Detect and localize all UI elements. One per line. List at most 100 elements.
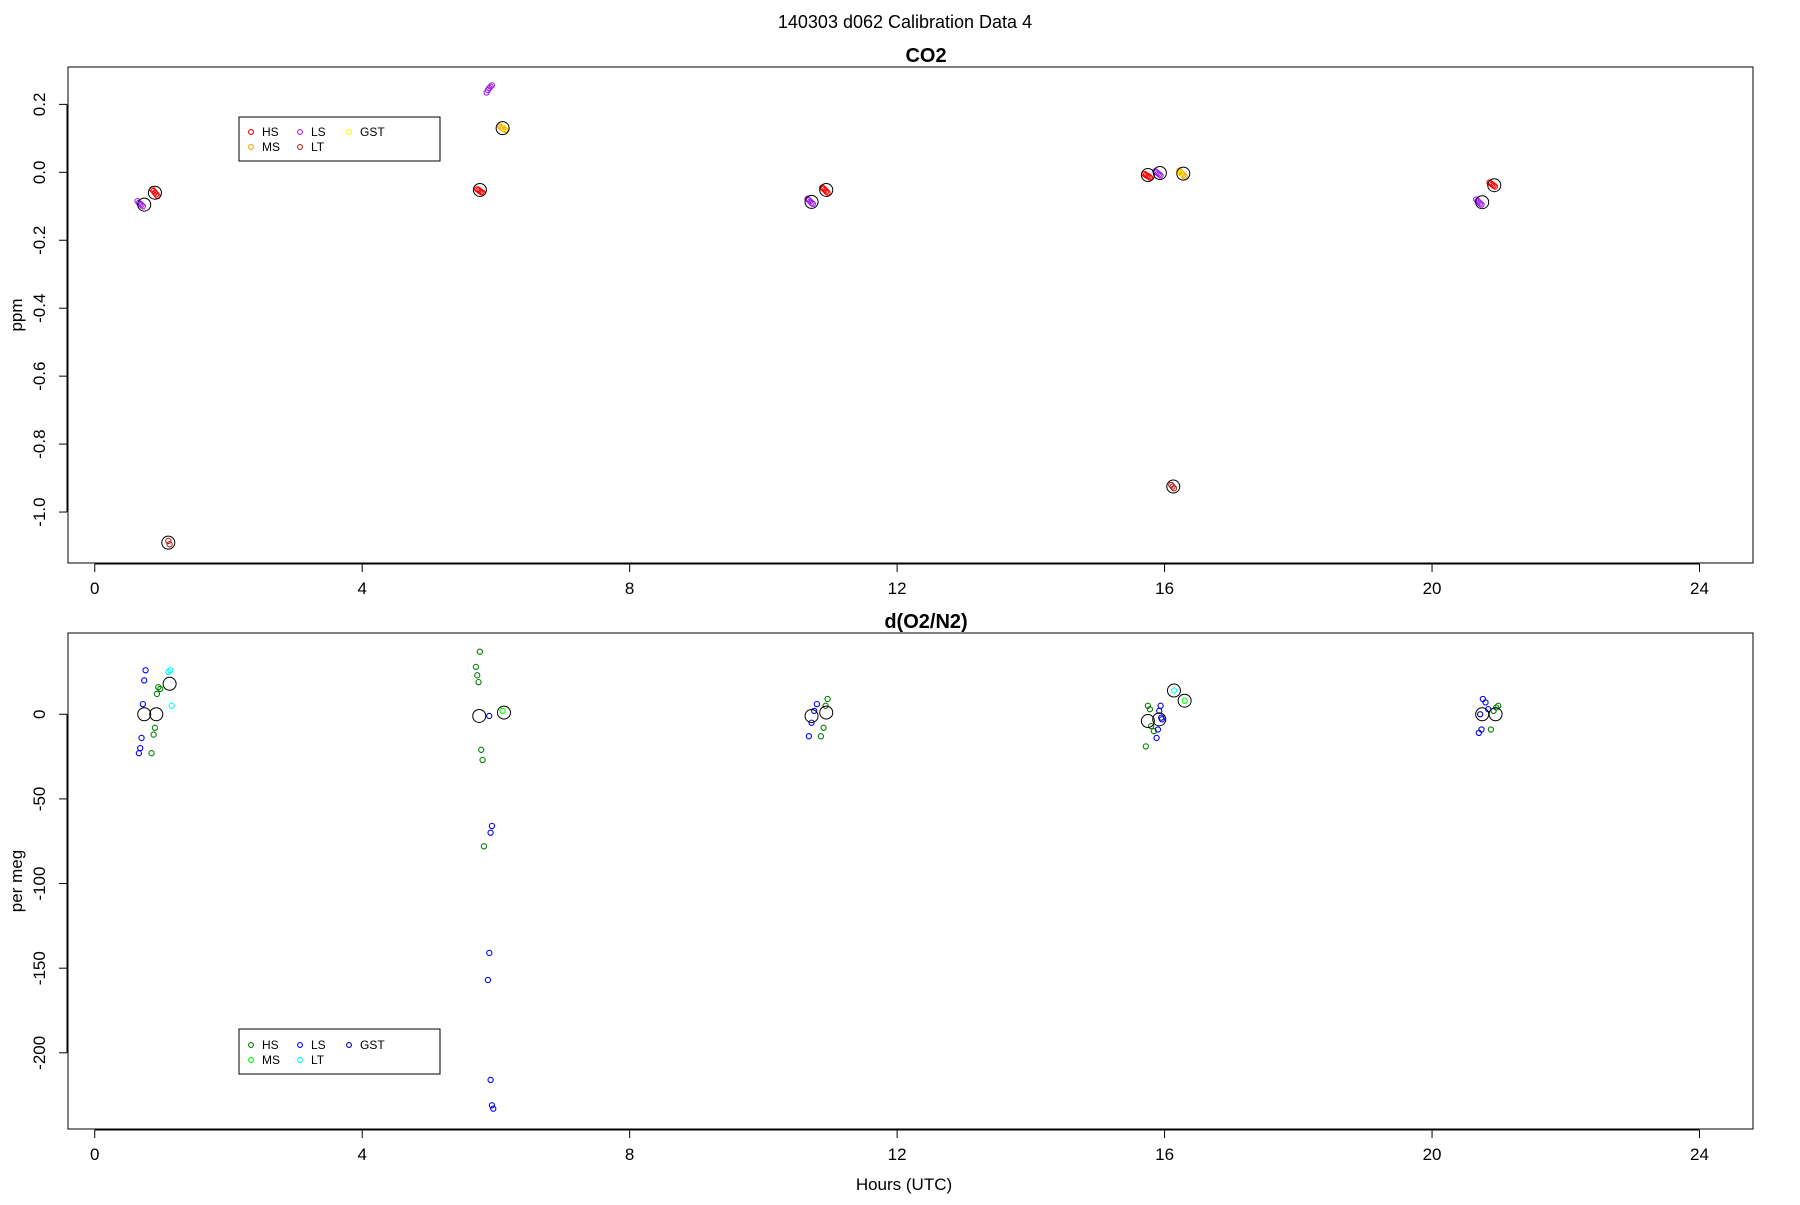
data-point [141, 677, 148, 684]
data-point [1491, 183, 1499, 190]
y-tick-label: 0.0 [30, 160, 49, 184]
data-point [151, 724, 159, 731]
mean-circle [1475, 195, 1490, 210]
legend-marker [248, 1057, 254, 1063]
data-point [1477, 200, 1484, 207]
data-point [1169, 483, 1176, 490]
o2n2-legend-box [238, 1028, 441, 1075]
x-tick-label: 24 [1690, 1145, 1709, 1164]
figure-suptitle: 140303 d062 Calibration Data 4 [778, 12, 1032, 32]
x-tick-label: 4 [357, 1145, 366, 1164]
co2-plot-frame [67, 66, 1754, 564]
legend-marker [346, 129, 352, 135]
legend-label: HS [262, 125, 279, 139]
data-point [487, 1076, 494, 1084]
mean-circle [1152, 165, 1167, 180]
data-point [142, 667, 149, 674]
x-tick-label: 0 [90, 1145, 99, 1164]
mean-circle [472, 708, 487, 723]
data-point [1157, 172, 1164, 179]
mean-circle [1140, 168, 1155, 183]
y-tick-label: -50 [30, 787, 49, 812]
x-tick-label: 16 [1155, 579, 1174, 598]
data-point [157, 685, 164, 693]
data-point [137, 744, 144, 752]
mean-circle [472, 182, 487, 197]
o2n2-plot-frame [67, 632, 1754, 1130]
y-tick-label: -0.4 [30, 294, 49, 323]
legend-marker [248, 144, 254, 150]
data-point [480, 843, 488, 850]
x-tick-label: 12 [888, 579, 907, 598]
data-point [1170, 485, 1178, 492]
co2-panel: CO2 ppm 0 4 8 12 16 20 24 0.2 0.0 -0.2 -0.4 -0.6 -0.… [7, 45, 1754, 598]
x-tick-label: 8 [625, 579, 634, 598]
data-point [475, 678, 482, 686]
data-point [153, 690, 161, 698]
co2-means [137, 121, 1502, 550]
mean-circle [496, 705, 511, 720]
data-point [1490, 182, 1497, 189]
data-point [824, 695, 831, 703]
mean-circle [1140, 714, 1155, 729]
y-tick-label: -1.0 [30, 497, 49, 526]
legend-marker [346, 1042, 352, 1048]
data-point [1156, 171, 1163, 178]
co2-points [134, 82, 1499, 548]
legend-marker [297, 1057, 303, 1063]
x-tick-label: 4 [357, 579, 366, 598]
o2n2-means [137, 676, 1503, 729]
data-point [823, 188, 830, 195]
legend-label: MS [262, 140, 280, 154]
legend-label: LT [311, 140, 325, 154]
o2n2-panel: d(O2/N2) per meg Hours (UTC) 0 4 8 12 16 20 24… [7, 611, 1754, 1194]
co2-axes: 0 4 8 12 16 20 24 0.2 0.0 -0.2 -0.4 -0.6 -0.8 -1.0 [30, 93, 1709, 598]
data-point [165, 537, 172, 545]
legend-label: LT [311, 1053, 325, 1067]
y-tick-label: -0.8 [30, 429, 49, 458]
data-point [1478, 201, 1485, 208]
data-point [1181, 697, 1188, 704]
mean-circle [161, 535, 176, 550]
data-point [813, 700, 821, 708]
x-tick-label: 8 [625, 1145, 634, 1164]
data-point [1482, 699, 1489, 706]
data-point [822, 702, 829, 709]
data-point [476, 648, 484, 655]
mean-circle [819, 705, 834, 720]
mean-circle [1487, 178, 1502, 193]
mean-circle [804, 194, 819, 209]
y-tick-label: 0.2 [30, 93, 49, 117]
data-point [1477, 711, 1484, 718]
data-point [153, 191, 160, 198]
data-point [1148, 722, 1155, 730]
data-point [474, 672, 481, 679]
data-point [809, 200, 817, 208]
data-point [817, 733, 825, 740]
data-point [138, 201, 145, 209]
legend-label: LS [311, 1038, 326, 1052]
x-tick-label: 20 [1423, 579, 1442, 598]
y-tick-label: -0.6 [30, 362, 49, 391]
x-tick-label: 20 [1423, 1145, 1442, 1164]
y-tick-label: -0.2 [30, 226, 49, 255]
legend-marker [248, 1042, 254, 1048]
data-point [1158, 714, 1165, 721]
data-point [478, 746, 485, 753]
data-point [138, 734, 145, 742]
data-point [1478, 726, 1485, 733]
legend-label: HS [262, 1038, 279, 1052]
mean-circle [1166, 683, 1181, 698]
x-tick-label: 16 [1155, 1145, 1174, 1164]
data-point [1177, 170, 1184, 177]
mean-circle [1166, 479, 1181, 494]
mean-circle [1152, 712, 1167, 727]
co2-legend-box [238, 116, 441, 162]
x-tick-label: 12 [888, 1145, 907, 1164]
mean-circle [1176, 166, 1191, 181]
data-point [472, 663, 480, 671]
data-point [139, 203, 147, 210]
legend-label: GST [360, 1038, 385, 1052]
data-point [824, 189, 831, 196]
